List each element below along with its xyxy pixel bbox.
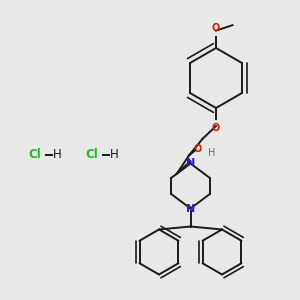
Text: Cl: Cl: [85, 148, 98, 161]
Text: N: N: [186, 158, 195, 169]
Text: H: H: [110, 148, 118, 161]
Text: H: H: [208, 148, 216, 158]
Text: Cl: Cl: [28, 148, 41, 161]
Text: N: N: [186, 203, 195, 214]
Text: -: -: [46, 148, 50, 161]
Text: O: O: [212, 123, 220, 133]
Text: -: -: [103, 148, 107, 161]
Text: O: O: [212, 23, 220, 33]
Text: H: H: [52, 148, 62, 161]
Text: O: O: [193, 144, 202, 154]
